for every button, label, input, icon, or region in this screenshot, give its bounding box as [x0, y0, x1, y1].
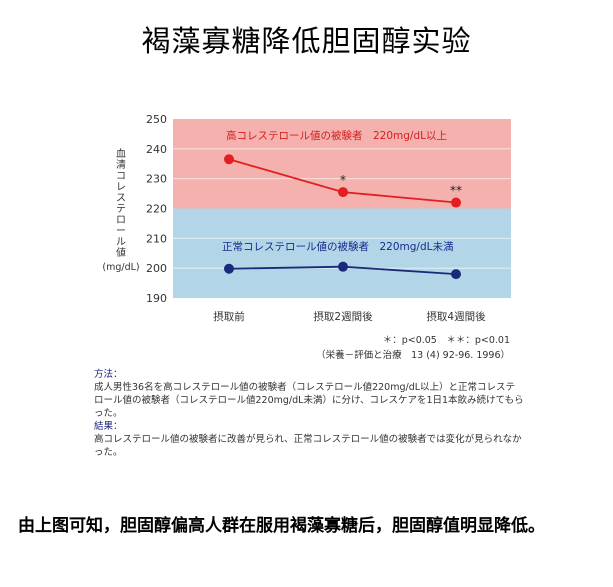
- x-tick-label: 摂取2週間後: [313, 310, 373, 323]
- band-1: [173, 208, 511, 298]
- result-heading: 結果：: [94, 421, 123, 432]
- y-axis-label-char: ー: [116, 226, 126, 237]
- data-point: [338, 261, 348, 272]
- page-title: 褐藻寡糖降低胆固醇实验: [141, 24, 472, 58]
- y-axis-label-char: 血: [116, 147, 126, 160]
- y-tick-label: 190: [146, 292, 167, 305]
- y-tick-label: 230: [146, 173, 167, 186]
- y-axis-label-char: ス: [116, 193, 126, 204]
- significance-mark: *: [340, 173, 346, 187]
- y-tick-label: 200: [146, 262, 167, 275]
- method-heading: 方法：: [94, 369, 123, 380]
- y-tick-label: 210: [146, 232, 167, 245]
- y-axis-label-char: テ: [116, 204, 126, 215]
- data-point: [338, 187, 348, 198]
- data-point: [224, 154, 234, 165]
- x-tick-label: 摂取4週間後: [426, 310, 486, 323]
- y-axis-label-char: レ: [116, 182, 126, 193]
- result-body: 高コレステロール値の被験者に改善が見られ、正常コレステロール値の被験者では変化が…: [94, 434, 522, 458]
- band-label: 正常コレステロール値の被験者 220mg/dL未満: [222, 240, 454, 253]
- y-tick-label: 220: [146, 203, 167, 216]
- y-axis-label-char: ル: [116, 237, 126, 248]
- data-point: [451, 269, 461, 280]
- y-axis-label-char: 値: [116, 246, 126, 259]
- data-point: [224, 263, 234, 274]
- source-note: （栄養－評価と治療 13 (4) 92-96. 1996）: [316, 350, 510, 361]
- y-tick-label: 240: [146, 143, 167, 156]
- y-axis-label-char: 清: [116, 158, 126, 171]
- significance-mark: **: [450, 184, 462, 198]
- y-axis-label-char: コ: [116, 171, 126, 182]
- y-axis-unit: (mg/dL): [102, 262, 139, 273]
- data-point: [451, 197, 461, 208]
- conclusion-text: 由上图可知，胆固醇偏高人群在服用褐藻寡糖后，胆固醇值明显降低。: [18, 516, 545, 536]
- cholesterol-chart: 190 200 210 220 230 240 250 高コレステロール値の被験者 220mg…: [102, 113, 511, 323]
- y-axis-label-char: ロ: [116, 215, 126, 226]
- significance-note: ＊：p<0.05 ＊＊：p<0.01: [382, 335, 510, 346]
- band-label: 高コレステロール値の被験者 220mg/dL以上: [226, 129, 447, 142]
- method-body: 成人男性36名を高コレステロール値の被験者（コレステロール値220mg/dL以上…: [94, 382, 524, 419]
- y-tick-label: 250: [146, 113, 167, 126]
- x-tick-label: 摂取前: [213, 310, 245, 323]
